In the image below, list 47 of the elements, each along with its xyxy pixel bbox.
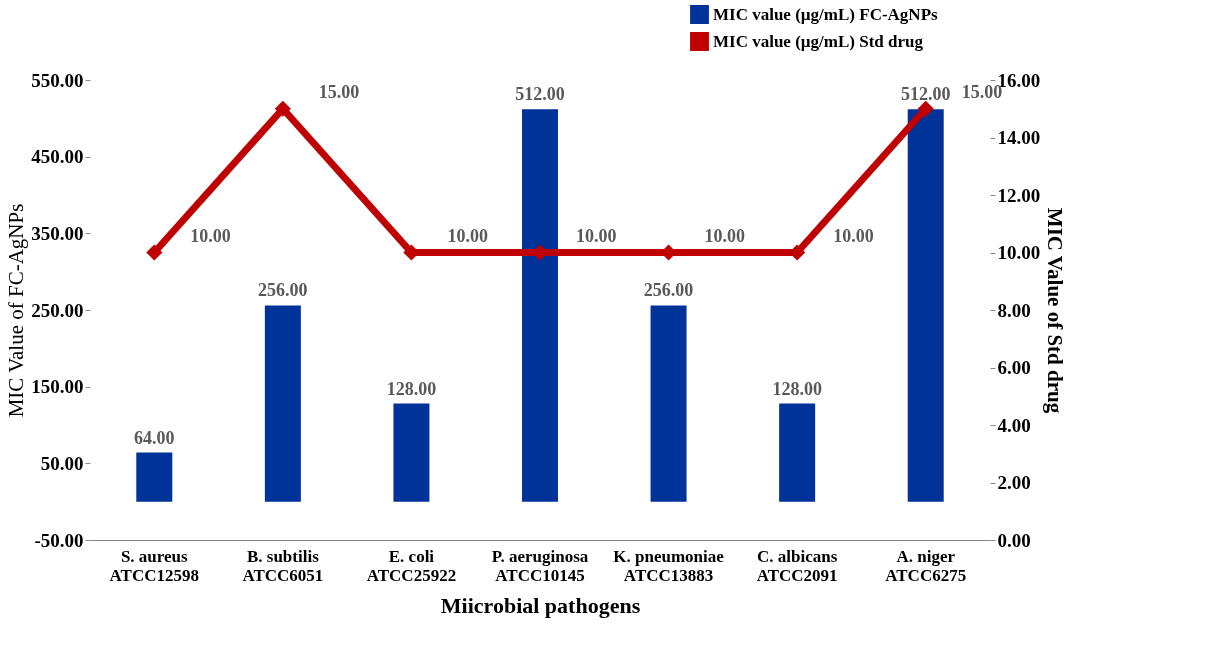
data-label: 128.00	[772, 378, 822, 399]
x-tick-label: E. coli ATCC25922	[366, 546, 457, 585]
x-tick-label: P. aeruginosa ATCC10145	[491, 546, 589, 585]
data-label: 10.00	[704, 225, 746, 246]
y-tick-label: 450.00	[31, 146, 84, 168]
y2-tick-label: 4.00	[997, 414, 1031, 436]
bar	[650, 305, 687, 502]
data-label: 10.00	[833, 225, 874, 246]
x-tick-label: K. pneumoniae ATCC13883	[613, 546, 725, 585]
y-tick-label: 250.00	[31, 299, 84, 321]
y-tick-label: 350.00	[31, 222, 84, 244]
data-label: 10.00	[190, 225, 231, 246]
data-label: 512.00	[900, 84, 951, 105]
y2-axis-title: MIC Value of Std drug	[1043, 207, 1068, 414]
data-label: 256.00	[643, 280, 694, 301]
y-axis-title: MIC Value of FC-AgNPs	[4, 203, 29, 418]
data-label: 128.00	[386, 378, 437, 399]
x-axis-title: Miicrobial pathogens	[440, 592, 641, 618]
x-tick-label: A. niger ATCC6275	[885, 546, 967, 585]
data-label: 15.00	[318, 81, 360, 102]
bar	[136, 452, 173, 502]
data-label: 64.00	[134, 427, 175, 448]
y2-tick-label: 0.00	[997, 529, 1031, 551]
bar	[907, 109, 944, 502]
x-tick-label: S. aureus ATCC12598	[109, 546, 199, 585]
data-label: 512.00	[515, 84, 565, 105]
y2-tick-label: 10.00	[997, 242, 1041, 263]
bar	[779, 403, 816, 502]
bar	[393, 403, 430, 502]
x-tick-label: C. albicans ATCC2091	[756, 546, 838, 585]
data-label: 10.00	[576, 225, 617, 246]
bar	[264, 305, 301, 502]
x-tick-label: B. subtilis ATCC6051	[242, 546, 324, 585]
data-label: 10.00	[447, 225, 488, 246]
y2-tick-label: 6.00	[997, 357, 1031, 378]
y-tick-label: 550.00	[31, 69, 84, 91]
data-label: 256.00	[258, 280, 308, 301]
y2-tick-label: 12.00	[997, 184, 1041, 206]
y2-tick-label: 8.00	[997, 299, 1031, 321]
bar	[522, 109, 558, 502]
legend-label: MIC value (µg/mL) Std drug	[713, 31, 924, 51]
legend-label: MIC value (µg/mL) FC-AgNPs	[713, 4, 939, 24]
y-tick-label: -50.00	[34, 529, 84, 551]
y-tick-label: 50.00	[40, 452, 84, 474]
y2-tick-label: 14.00	[997, 127, 1041, 148]
y-tick-label: 150.00	[31, 376, 84, 398]
y2-tick-label: 2.00	[997, 472, 1031, 493]
